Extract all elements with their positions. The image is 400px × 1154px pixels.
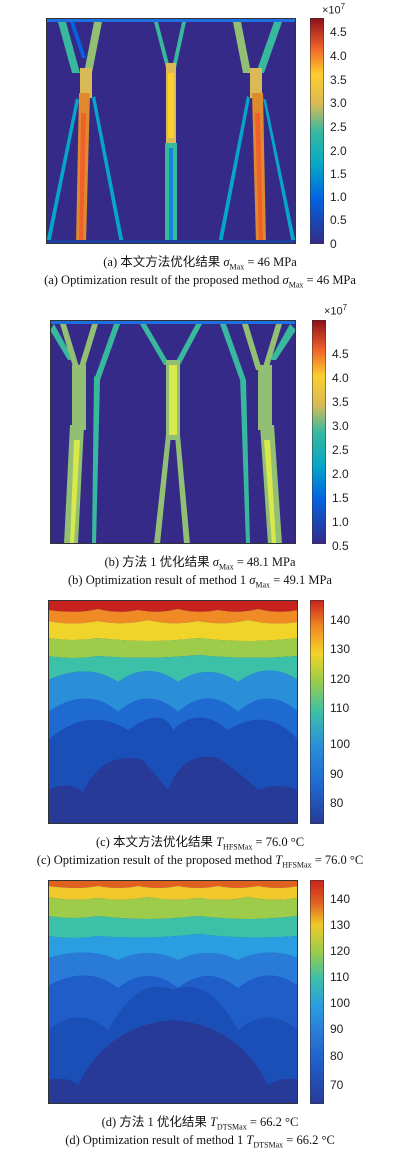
- colorbar-tick: 4.0: [332, 371, 349, 385]
- colorbar-tick: 80: [330, 1049, 344, 1063]
- colorbar-tick: 130: [330, 918, 351, 932]
- colorbar-exponent-a: ×107: [322, 2, 346, 17]
- caption-cn-d: (d) 方法 1 优化结果 TDTSMax = 66.2 °C: [101, 1115, 299, 1132]
- stress-map-a: [46, 18, 296, 244]
- colorbar-tick: 3.0: [332, 419, 349, 433]
- right-branch-b: [220, 324, 296, 544]
- colorbar-tick: 140: [330, 892, 351, 906]
- colorbar-tick: 120: [330, 672, 351, 686]
- colorbar-tick: 110: [330, 701, 350, 715]
- colorbar-tick: 0: [330, 237, 337, 251]
- caption-cn-a: (a) 本文方法优化结果 σMax = 46 MPa: [103, 255, 297, 272]
- colorbar-tick: 0.5: [332, 539, 349, 553]
- colorbar-tick: 1.5: [332, 491, 349, 505]
- colorbar-tick: 100: [330, 737, 351, 751]
- left-branch-b: [50, 324, 120, 544]
- colorbar-c: [310, 600, 324, 824]
- colorbar-tick: 140: [330, 613, 351, 627]
- colorbar-tick: 90: [330, 1022, 344, 1036]
- colorbar-tick: 0.5: [330, 213, 347, 227]
- caption-en-c: (c) Optimization result of the proposed …: [36, 853, 364, 870]
- caption-cn-c: (c) 本文方法优化结果 THFSMax = 76.0 °C: [95, 835, 305, 852]
- colorbar-tick: 4.5: [332, 347, 349, 361]
- left-branch-a: [46, 22, 124, 244]
- colorbar-tick: 90: [330, 767, 344, 781]
- middle-branch-a: [154, 22, 186, 244]
- caption-cn-b: (b) 方法 1 优化结果 σMax = 48.1 MPa: [104, 555, 296, 572]
- colorbar-tick: 2.0: [330, 144, 347, 158]
- colorbar-tick: 2.5: [332, 443, 349, 457]
- stress-map-b: [50, 320, 296, 544]
- colorbar-tick: 100: [330, 996, 351, 1010]
- colorbar-tick: 130: [330, 642, 351, 656]
- colorbar-tick: 4.5: [330, 25, 347, 39]
- colorbar-tick: 1.5: [330, 167, 347, 181]
- temperature-map-d: [48, 880, 298, 1104]
- colorbar-tick: 70: [330, 1078, 344, 1092]
- caption-en-b: (b) Optimization result of method 1 σMax…: [68, 573, 332, 590]
- colorbar-tick: 120: [330, 944, 351, 958]
- colorbar-tick: 2.0: [332, 467, 349, 481]
- colorbar-tick: 3.5: [332, 395, 349, 409]
- colorbar-tick: 110: [330, 970, 350, 984]
- colorbar-tick: 80: [330, 796, 344, 810]
- colorbar-tick: 1.0: [330, 190, 347, 204]
- colorbar-d: [310, 880, 324, 1104]
- colorbar-exponent-b: ×107: [324, 303, 348, 318]
- right-branch-a: [218, 22, 296, 244]
- temperature-map-c: [48, 600, 298, 824]
- colorbar-tick: 2.5: [330, 120, 347, 134]
- colorbar-tick: 4.0: [330, 49, 347, 63]
- middle-branch-b: [140, 324, 202, 544]
- colorbar-tick: 1.0: [332, 515, 349, 529]
- colorbar-tick: 3.5: [330, 73, 347, 87]
- colorbar-b: [312, 320, 326, 544]
- colorbar-a: [310, 18, 324, 244]
- caption-en-d: (d) Optimization result of method 1 TDTS…: [65, 1133, 335, 1150]
- caption-en-a: (a) Optimization result of the proposed …: [44, 273, 356, 290]
- colorbar-tick: 3.0: [330, 96, 347, 110]
